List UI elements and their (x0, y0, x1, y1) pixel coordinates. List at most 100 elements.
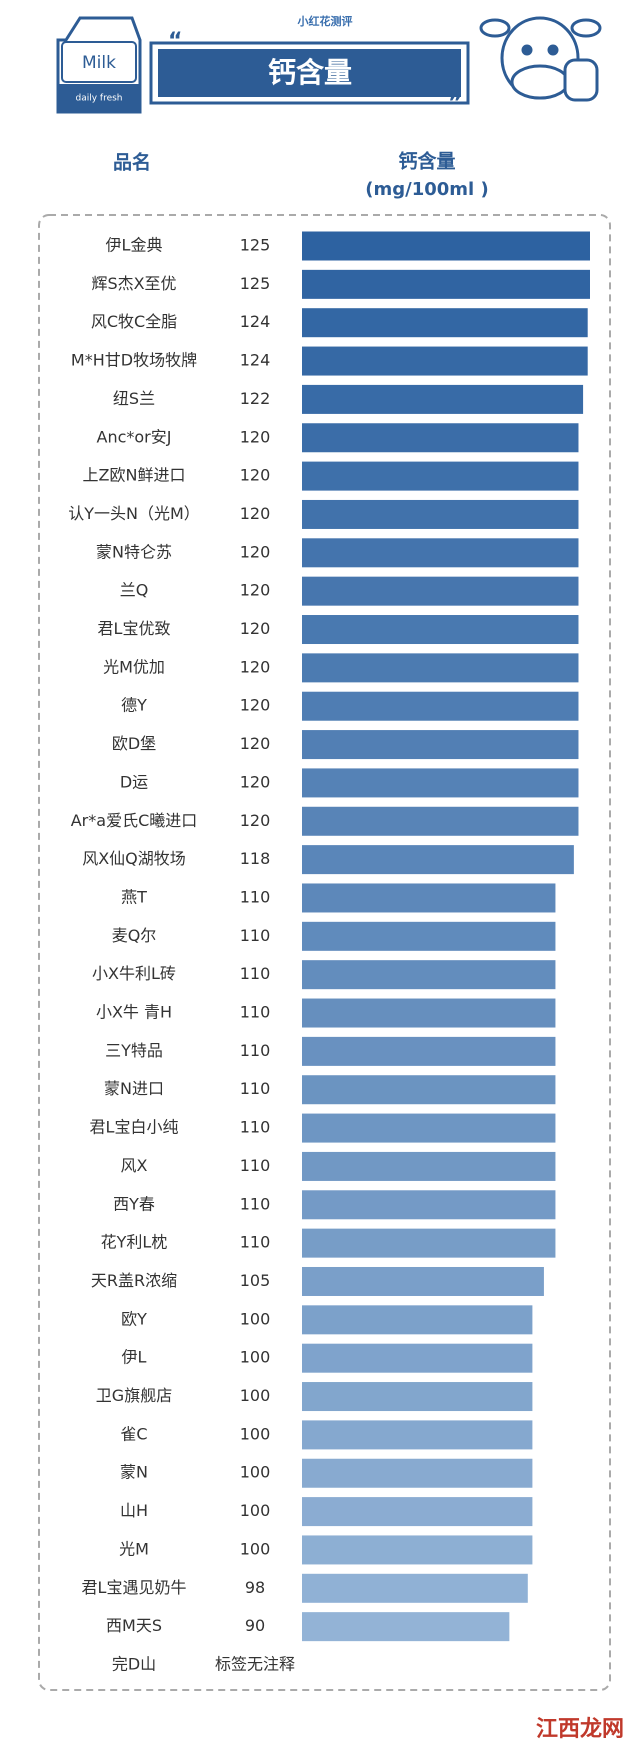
value-label: 122 (240, 389, 271, 408)
bar (302, 1151, 556, 1181)
category-label: 君L宝优致 (98, 619, 171, 638)
bar (302, 538, 579, 568)
category-label: 认Y一头N（光M） (68, 504, 200, 523)
carton-sublabel: daily fresh (75, 94, 122, 104)
category-label: 雀C (120, 1424, 147, 1443)
value-label: 120 (240, 466, 271, 485)
value-label: 118 (240, 849, 271, 868)
category-label: 麦Q尔 (112, 926, 157, 945)
category-label: 蒙N特仑苏 (96, 542, 172, 561)
category-label: 光M (119, 1539, 149, 1558)
value-label: 120 (240, 696, 271, 715)
category-label: 蒙N进口 (104, 1079, 164, 1098)
cow-icon (479, 16, 602, 102)
value-label: 110 (240, 1233, 271, 1252)
category-label: Anc*or安J (97, 427, 172, 446)
category-label: M*H甘D牧场牧牌 (71, 351, 197, 370)
bar (302, 384, 584, 414)
bar (302, 806, 579, 836)
bar (302, 1420, 533, 1450)
bar (302, 615, 579, 645)
logo: 小红花测评 (297, 14, 353, 28)
value-label: 110 (240, 1003, 271, 1022)
value-label: 100 (240, 1539, 271, 1558)
bar (302, 1113, 556, 1143)
bar (302, 423, 579, 453)
carton-label: Milk (82, 53, 116, 73)
value-label: 120 (240, 542, 271, 561)
bar (302, 1036, 556, 1066)
bar (302, 1266, 544, 1296)
category-label: 光M优加 (103, 657, 165, 676)
bar (302, 1190, 556, 1220)
category-label: 风C牧C全脂 (91, 312, 177, 331)
value-label: 120 (240, 811, 271, 830)
title-banner (158, 49, 461, 97)
category-label: 上Z欧N鲜进口 (83, 466, 186, 485)
value-label: 125 (240, 236, 271, 255)
category-label: 蒙N (120, 1463, 148, 1482)
quote: “ (168, 29, 182, 54)
bar (302, 691, 579, 721)
category-label: 卫G旗舰店 (96, 1386, 172, 1405)
value-label: 120 (240, 581, 271, 600)
value-label: 120 (240, 657, 271, 676)
value-label: 100 (240, 1386, 271, 1405)
bar (302, 308, 588, 338)
value-label: 100 (240, 1463, 271, 1482)
value-label: 100 (240, 1309, 271, 1328)
category-label: 小X牛利L砖 (92, 964, 176, 983)
bar (302, 461, 579, 491)
value-label: 120 (240, 772, 271, 791)
value-label: 124 (240, 312, 271, 331)
value-label: 98 (245, 1578, 265, 1597)
value-label: 110 (240, 1118, 271, 1137)
category-label: 辉S杰X至优 (91, 274, 176, 293)
category-label: 伊L金典 (106, 236, 163, 255)
category-label: 风X仙Q湖牧场 (82, 849, 186, 868)
value-label: 120 (240, 619, 271, 638)
category-label: 纽S兰 (113, 389, 155, 408)
category-label: 燕T (121, 887, 147, 906)
value-label: 90 (245, 1616, 265, 1635)
value-label: 标签无注释 (215, 1655, 295, 1674)
bar (302, 921, 556, 951)
value-label: 110 (240, 887, 271, 906)
value-label: 120 (240, 734, 271, 753)
value-label: 110 (240, 1194, 271, 1213)
category-label: 君L宝白小纯 (90, 1118, 179, 1137)
watermark: 江西龙网 (536, 1717, 624, 1742)
category-label: 兰Q (120, 581, 149, 600)
quote: ” (448, 91, 462, 116)
category-label: 小X牛 青H (96, 1003, 172, 1022)
category-label: Ar*a爱氏C曦进口 (71, 811, 198, 830)
category-label: 山H (120, 1501, 148, 1520)
column-header: (mg/100ml ) (365, 179, 488, 200)
bar (302, 1458, 533, 1488)
value-label: 125 (240, 274, 271, 293)
bar (302, 1382, 533, 1412)
category-label: 天R盖R浓缩 (91, 1271, 177, 1290)
value-label: 110 (240, 1041, 271, 1060)
bar (302, 768, 579, 798)
category-label: 完D山 (112, 1655, 156, 1674)
bar (302, 1573, 528, 1603)
value-label: 100 (240, 1424, 271, 1443)
chart-title: 钙含量 (268, 56, 352, 89)
category-label: 三Y特品 (105, 1041, 163, 1060)
category-label: 风X (121, 1156, 148, 1175)
bar (302, 1305, 533, 1335)
category-label: D运 (120, 772, 148, 791)
category-label: 西Y春 (113, 1194, 155, 1213)
bar (302, 1343, 533, 1373)
value-label: 110 (240, 1079, 271, 1098)
bar (302, 960, 556, 990)
column-header: 钙含量 (398, 150, 455, 173)
category-label: 西M天S (106, 1616, 162, 1635)
value-label: 100 (240, 1501, 271, 1520)
category-label: 欧Y (121, 1309, 147, 1328)
bar (302, 730, 579, 760)
bar (302, 269, 590, 299)
column-header: 品名 (113, 151, 151, 174)
